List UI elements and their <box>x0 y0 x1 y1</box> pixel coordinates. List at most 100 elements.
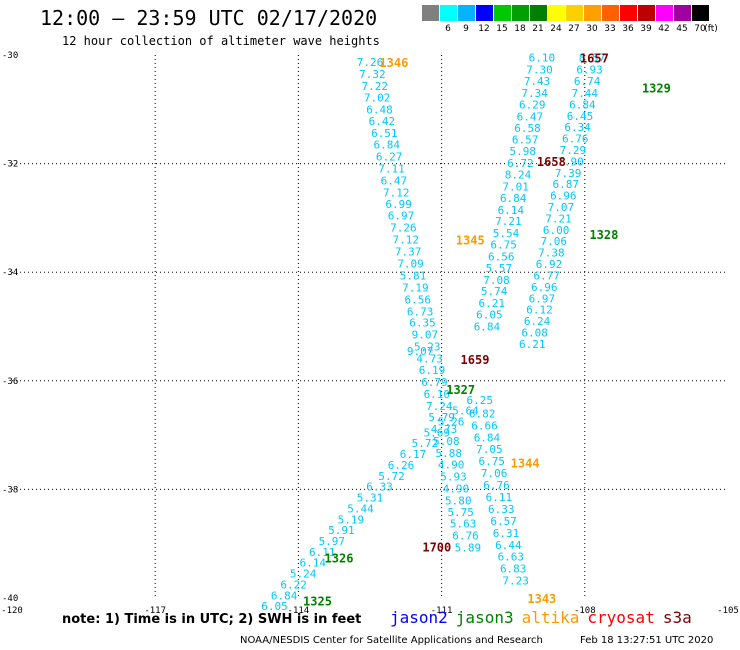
wave-height-label: 7.26 <box>390 222 417 235</box>
credit-text: NOAA/NESDIS Center for Satellite Applica… <box>240 635 543 646</box>
latitude-tick-label: -32 <box>2 160 18 170</box>
wave-height-label: 5.97 <box>319 535 346 548</box>
wave-height-label: 4.73 <box>416 353 443 366</box>
wave-height-label: 5.72 <box>378 470 405 483</box>
wave-height-label: 5.75 <box>447 506 474 519</box>
wave-height-label: 6.33 <box>366 481 393 494</box>
wave-height-label: 6.08 <box>521 326 548 339</box>
wave-height-label: 6.77 <box>533 269 560 282</box>
wave-height-label: 6.05 <box>476 309 503 322</box>
wave-height-label: 6.84 <box>500 192 527 205</box>
wave-height-label: 5.08 <box>433 435 460 448</box>
wave-height-label: 5.69 <box>424 426 451 439</box>
colorbar-tick-label: 12 <box>478 24 490 34</box>
wave-height-label: 7.21 <box>495 215 522 228</box>
wave-height-label: 5.74 <box>481 285 508 298</box>
wave-height-label: 7.01 <box>502 180 529 193</box>
wave-height-label: 6.11 <box>309 546 336 559</box>
colorbar-tick-label: 9 <box>463 24 469 34</box>
wave-height-label: 6.73 <box>407 305 434 318</box>
wave-height-label: 6.58 <box>514 122 541 135</box>
wave-height-label: 7.30 <box>526 64 553 77</box>
colorbar-tick-label: 70 <box>694 24 706 34</box>
wave-height-label: 6.79 <box>421 376 448 389</box>
wave-height-label: 6.25 <box>467 394 494 407</box>
colorbar-swatch <box>566 5 583 21</box>
colorbar-swatch <box>674 5 691 21</box>
wave-height-label: 6.42 <box>369 115 396 128</box>
wave-height-label: 6.84 <box>474 431 501 444</box>
colorbar-tick-label: 24 <box>550 24 562 34</box>
wave-height-label: 7.12 <box>383 186 410 199</box>
wave-height-label: 6.22 <box>280 578 307 591</box>
longitude-tick-label: -105 <box>717 606 739 616</box>
colorbar-swatch <box>584 5 601 21</box>
colorbar-swatch <box>692 5 709 21</box>
wave-height-label: 6.57 <box>512 134 539 147</box>
colorbar-swatch <box>458 5 475 21</box>
wave-height-label: 6.47 <box>517 110 544 123</box>
wave-height-label: 7.26 <box>357 56 384 69</box>
colorbar-swatch <box>440 5 457 21</box>
wave-height-label: 9.07 <box>412 329 439 342</box>
peak-wave-height-label: 9.07 <box>407 345 434 358</box>
pass-time-label: 1345 <box>456 234 485 248</box>
satellite-legend-jason3: jason3 <box>455 608 514 627</box>
pass-time-label: 1657 <box>580 52 609 66</box>
wave-height-label: 5.31 <box>357 492 384 505</box>
wave-height-label: 6.35 <box>409 317 436 330</box>
wave-height-label: 6.76 <box>483 479 510 492</box>
wave-height-label: 5.24 <box>290 568 317 581</box>
satellite-legend-jason2: jason2 <box>390 608 448 627</box>
pass-time-label: 1326 <box>325 551 354 565</box>
wave-height-label: 6.83 <box>500 563 527 576</box>
wave-height-label: 6.84 <box>569 98 596 111</box>
colorbar-tick-label: 36 <box>622 24 634 34</box>
latitude-tick-label: -40 <box>2 594 18 604</box>
pass-time-labels: 1346 1657 1329 1658 1345 1328 1659 1327 1344 1700… <box>303 52 671 609</box>
map-tick-labels: -120 -117 -114 -111 -108 -105 -30 -32 -34 -36 -38 -… <box>1 51 739 616</box>
colorbar-swatch <box>494 5 511 21</box>
wave-height-label: 6.14 <box>498 204 525 217</box>
wave-height-label: 6.63 <box>498 551 525 564</box>
pass-time-label: 1700 <box>422 540 451 554</box>
longitude-tick-label: -111 <box>431 606 453 616</box>
wave-height-label: 6.11 <box>486 491 513 504</box>
map-grid <box>12 55 728 598</box>
wave-height-label: 6.76 <box>562 133 589 146</box>
pass-time-label: 1658 <box>537 155 566 169</box>
wave-height-label: 5.81 <box>400 269 427 282</box>
pass-time-label: 1659 <box>461 353 490 367</box>
colorbar-tick-label: 45 <box>676 24 688 34</box>
wave-height-label: 6.75 <box>490 239 517 252</box>
wave-height-label: 7.39 <box>555 167 582 180</box>
wave-height-label: 6.27 <box>376 151 403 164</box>
wave-height-label: 6.99 <box>385 198 412 211</box>
wave-height-label: 7.21 <box>545 212 572 225</box>
wave-height-label: 5.26 <box>438 416 465 429</box>
wave-height-label: 6.47 <box>381 174 408 187</box>
wave-height-label: 6.84 <box>474 321 501 334</box>
wave-height-label: 6.87 <box>552 178 579 191</box>
wave-height-label: 5.72 <box>412 437 439 450</box>
wave-height-label: 5.44 <box>347 502 374 515</box>
wave-height-label: 6.48 <box>366 103 393 116</box>
longitude-tick-label: -120 <box>1 606 23 616</box>
wave-height-label: 7.06 <box>541 235 568 248</box>
wave-height-label: 7.11 <box>378 162 405 175</box>
colorbar-tick-label: 21 <box>532 24 544 34</box>
page-subtitle: 12 hour collection of altimeter wave hei… <box>62 34 380 48</box>
wave-height-label: 5.19 <box>338 513 365 526</box>
wave-height-label: 6.84 <box>271 589 298 602</box>
pass-time-label: 1344 <box>511 456 540 470</box>
wave-height-label: 7.44 <box>572 87 599 100</box>
colorbar-swatch <box>656 5 673 21</box>
wave-height-label: 5.80 <box>445 494 472 507</box>
wave-height-label: 6.10 <box>529 52 556 65</box>
colorbar-swatch <box>620 5 637 21</box>
wave-height-label: 6.31 <box>493 527 520 540</box>
pass-time-label: 1329 <box>642 82 671 96</box>
colorbar-tick-label: 15 <box>496 24 508 34</box>
wave-height-label: 6.56 <box>404 293 431 306</box>
colorbar-tick-label: 6 <box>445 24 451 34</box>
